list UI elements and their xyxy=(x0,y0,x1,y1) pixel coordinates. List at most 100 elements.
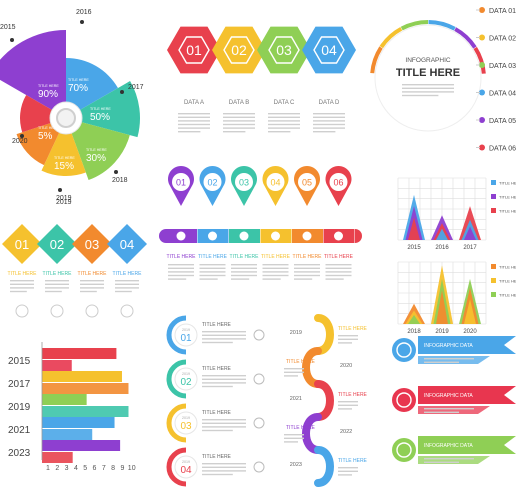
legend-swatch xyxy=(491,208,496,213)
timeline-title: TITLE HERE xyxy=(338,326,368,332)
placeholder-line xyxy=(80,287,104,289)
ribbon-band xyxy=(418,336,516,354)
step-icon xyxy=(253,461,265,473)
bar-cap xyxy=(355,229,362,243)
pin-bar-dot xyxy=(176,231,186,241)
step-number: 02 xyxy=(180,377,192,388)
bar xyxy=(42,406,129,417)
tick-label: 5 xyxy=(83,465,87,472)
placeholder-line xyxy=(178,116,210,118)
placeholder-line xyxy=(10,290,27,293)
placeholder-line xyxy=(338,404,358,406)
placeholder-text xyxy=(202,419,246,432)
placeholder-line xyxy=(313,120,345,122)
placeholder-line xyxy=(284,375,298,377)
segment-percent: 50% xyxy=(90,112,110,123)
pin-number: 03 xyxy=(239,178,249,188)
placeholder-line xyxy=(313,131,336,133)
placeholder-line xyxy=(325,271,352,273)
bar xyxy=(42,383,129,394)
placeholder-line xyxy=(202,463,246,465)
placeholder-text xyxy=(223,113,255,133)
step-arc xyxy=(166,359,187,399)
timeline-title: TITLE HERE xyxy=(286,359,316,365)
step-title: TITLE HERE xyxy=(202,454,232,460)
year-label: 2015 xyxy=(0,24,16,31)
placeholder-text xyxy=(424,458,474,463)
timeline-segment xyxy=(302,347,322,388)
segment-percent: 70% xyxy=(68,83,88,94)
placeholder-line xyxy=(262,264,289,266)
hexagon-inner xyxy=(178,36,210,64)
ribbon-circle xyxy=(392,438,416,462)
placeholder-line xyxy=(10,283,34,285)
pin-title: TITLE HERE xyxy=(198,254,228,260)
placeholder-line xyxy=(202,385,233,388)
hexagon-label: DATA B xyxy=(229,100,249,106)
placeholder-line xyxy=(313,116,345,118)
placeholder-text xyxy=(115,280,139,293)
placeholder-text xyxy=(202,375,246,388)
pie-segment xyxy=(0,30,66,113)
bar xyxy=(42,440,121,451)
placeholder-line xyxy=(202,334,246,336)
placeholder-text xyxy=(294,264,320,280)
bar xyxy=(42,360,72,371)
tick-label: 1 xyxy=(46,465,50,472)
placeholder-line xyxy=(262,267,289,269)
diamond xyxy=(2,224,42,264)
diamond-title: TITLE HERE xyxy=(78,271,108,277)
placeholder-line xyxy=(168,274,194,277)
step-icon xyxy=(120,304,134,318)
triangle-mark xyxy=(436,228,448,240)
step-circle xyxy=(174,323,198,347)
placeholder-line xyxy=(168,267,194,269)
placeholder-text xyxy=(338,335,358,344)
placeholder-line xyxy=(424,361,459,363)
diamond-number: 03 xyxy=(85,237,99,252)
ribbon-icon xyxy=(396,442,412,458)
pie-segment xyxy=(74,81,140,138)
bar xyxy=(42,394,87,405)
placeholder-line xyxy=(45,287,69,289)
pin-number: 06 xyxy=(333,178,343,188)
placeholder-line xyxy=(115,287,139,289)
diamond xyxy=(37,224,77,264)
legend-label: TITLE HERE xyxy=(499,209,516,214)
hexagon xyxy=(257,26,311,74)
placeholder-line xyxy=(168,264,194,266)
placeholder-line xyxy=(202,466,246,468)
step-number: 04 xyxy=(180,465,192,476)
hexagon-label: DATA A xyxy=(184,100,204,106)
triangle-mark xyxy=(436,290,448,324)
placeholder-line xyxy=(424,411,459,413)
data-dot xyxy=(479,7,485,13)
placeholder-line xyxy=(80,290,97,293)
year-label: 2020 xyxy=(12,138,28,145)
diamond-title: TITLE HERE xyxy=(113,271,143,277)
placeholder-line xyxy=(402,84,454,86)
step-icon xyxy=(85,304,99,318)
placeholder-line xyxy=(223,116,255,118)
step-circle xyxy=(174,367,198,391)
placeholder-line xyxy=(202,375,246,377)
year-label: 2018 xyxy=(112,177,128,184)
ribbon-title: INFOGRAPHIC DATA xyxy=(424,393,473,399)
placeholder-line xyxy=(313,127,345,129)
step-title: TITLE HERE xyxy=(202,366,232,372)
pie-segment xyxy=(20,95,58,133)
placeholder-line xyxy=(223,123,255,126)
placeholder-line xyxy=(178,113,210,115)
tick-label: 2 xyxy=(55,465,59,472)
ribbon-title: INFOGRAPHIC DATA xyxy=(424,443,473,449)
placeholder-text xyxy=(10,280,34,293)
placeholder-line xyxy=(338,474,352,476)
year-dot xyxy=(114,170,118,174)
step-circle xyxy=(174,455,198,479)
year-label: 2019 xyxy=(56,195,72,202)
pin-title: TITLE HERE xyxy=(230,254,260,260)
placeholder-line xyxy=(115,290,132,293)
ribbon-icon xyxy=(396,342,412,358)
placeholder-line xyxy=(168,278,187,280)
diamond-number: 04 xyxy=(120,237,134,252)
